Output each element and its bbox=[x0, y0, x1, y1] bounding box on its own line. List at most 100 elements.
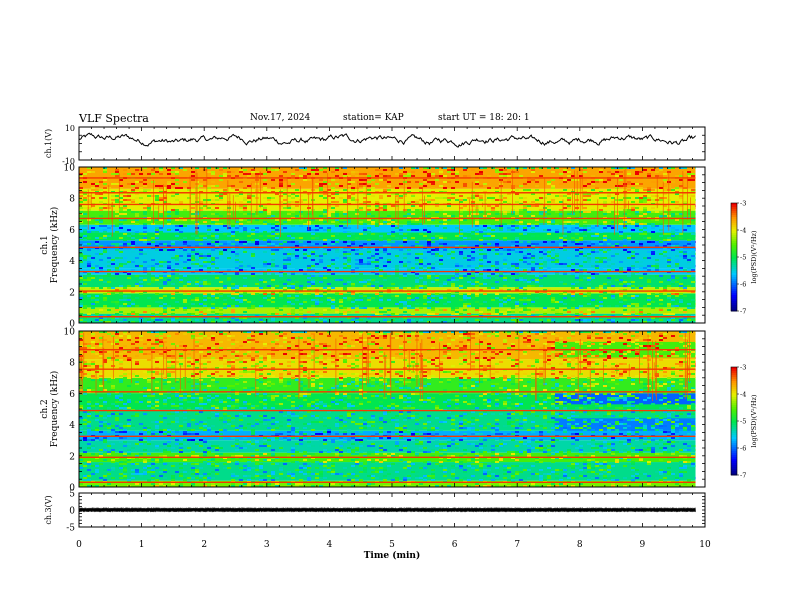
noise-cell bbox=[275, 193, 279, 195]
noise-cell bbox=[183, 299, 187, 301]
noise-cell bbox=[383, 175, 387, 177]
noise-cell bbox=[459, 347, 463, 349]
noise-cell bbox=[183, 301, 187, 303]
noise-cell bbox=[395, 333, 399, 335]
noise-cell bbox=[351, 197, 355, 199]
noise-cell bbox=[375, 337, 379, 339]
noise-cell bbox=[359, 255, 363, 257]
noise-cell bbox=[207, 225, 211, 227]
noise-cell bbox=[383, 337, 387, 339]
noise-cell bbox=[691, 269, 695, 271]
noise-cell bbox=[195, 315, 199, 317]
noise-cell bbox=[327, 263, 331, 265]
noise-cell bbox=[279, 313, 283, 315]
noise-cell bbox=[563, 245, 567, 247]
noise-cell bbox=[583, 193, 587, 195]
noise-cell bbox=[203, 201, 207, 203]
noise-cell bbox=[163, 243, 167, 245]
noise-cell bbox=[299, 287, 303, 289]
noise-cell bbox=[463, 307, 467, 309]
noise-cell bbox=[371, 229, 375, 231]
noise-cell bbox=[275, 219, 279, 221]
noise-cell bbox=[283, 227, 287, 229]
noise-cell bbox=[595, 233, 599, 235]
noise-cell bbox=[447, 279, 451, 281]
noise-cell bbox=[351, 293, 355, 295]
noise-cell bbox=[119, 179, 123, 181]
ch1-spec-ylabel-channel: ch.1 bbox=[40, 235, 50, 254]
noise-cell bbox=[683, 311, 687, 313]
noise-cell bbox=[87, 263, 91, 265]
noise-cell bbox=[343, 337, 347, 339]
noise-cell bbox=[279, 205, 283, 207]
noise-cell bbox=[335, 219, 339, 221]
noise-cell bbox=[483, 275, 487, 277]
noise-cell bbox=[111, 317, 115, 319]
noise-cell bbox=[615, 289, 619, 291]
noise-cell bbox=[183, 309, 187, 311]
noise-cell bbox=[235, 293, 239, 295]
noise-cell bbox=[659, 241, 663, 243]
noise-cell bbox=[299, 257, 303, 259]
noise-cell bbox=[123, 345, 127, 347]
noise-cell bbox=[143, 227, 147, 229]
noise-cell bbox=[575, 307, 579, 309]
noise-cell bbox=[123, 245, 127, 247]
noise-cell bbox=[367, 255, 371, 257]
noise-cell bbox=[395, 299, 399, 301]
noise-cell bbox=[323, 171, 327, 173]
noise-cell bbox=[387, 345, 391, 347]
noise-cell bbox=[607, 277, 611, 279]
noise-cell bbox=[675, 261, 679, 263]
noise-cell bbox=[423, 179, 427, 181]
noise-cell bbox=[423, 315, 427, 317]
noise-cell bbox=[651, 223, 655, 225]
noise-cell bbox=[271, 253, 275, 255]
noise-cell bbox=[103, 249, 107, 251]
noise-cell bbox=[175, 219, 179, 221]
noise-cell bbox=[283, 199, 287, 201]
noise-cell bbox=[675, 187, 679, 189]
noise-cell bbox=[659, 187, 663, 189]
noise-cell bbox=[583, 185, 587, 187]
noise-cell bbox=[131, 251, 135, 253]
noise-cell bbox=[351, 269, 355, 271]
noise-cell bbox=[563, 249, 567, 251]
noise-cell bbox=[91, 351, 95, 353]
noise-cell bbox=[515, 189, 519, 191]
colorbar-segment bbox=[731, 297, 737, 300]
noise-cell bbox=[603, 251, 607, 253]
noise-cell bbox=[115, 313, 119, 315]
noise-cell bbox=[627, 345, 631, 347]
noise-cell bbox=[87, 249, 91, 251]
noise-cell bbox=[547, 341, 551, 343]
noise-cell bbox=[535, 199, 539, 201]
noise-cell bbox=[631, 183, 635, 185]
noise-cell bbox=[639, 245, 643, 247]
noise-cell bbox=[623, 185, 627, 187]
noise-cell bbox=[663, 239, 667, 241]
noise-cell bbox=[383, 207, 387, 209]
noise-cell bbox=[511, 309, 515, 311]
noise-cell bbox=[159, 313, 163, 315]
noise-cell bbox=[679, 319, 683, 321]
noise-cell bbox=[583, 229, 587, 231]
noise-cell bbox=[507, 173, 511, 175]
noise-cell bbox=[379, 301, 383, 303]
noise-cell bbox=[271, 347, 275, 349]
noise-cell bbox=[571, 317, 575, 319]
noise-cell bbox=[235, 305, 239, 307]
noise-cell bbox=[267, 213, 271, 215]
noise-cell bbox=[91, 257, 95, 259]
noise-cell bbox=[503, 285, 507, 287]
noise-cell bbox=[147, 347, 151, 349]
noise-cell bbox=[483, 317, 487, 319]
noise-cell bbox=[287, 301, 291, 303]
noise-cell bbox=[683, 295, 687, 297]
noise-cell bbox=[239, 295, 243, 297]
noise-cell bbox=[147, 205, 151, 207]
noise-cell bbox=[375, 183, 379, 185]
noise-cell bbox=[363, 307, 367, 309]
noise-cell bbox=[295, 189, 299, 191]
noise-cell bbox=[679, 213, 683, 215]
